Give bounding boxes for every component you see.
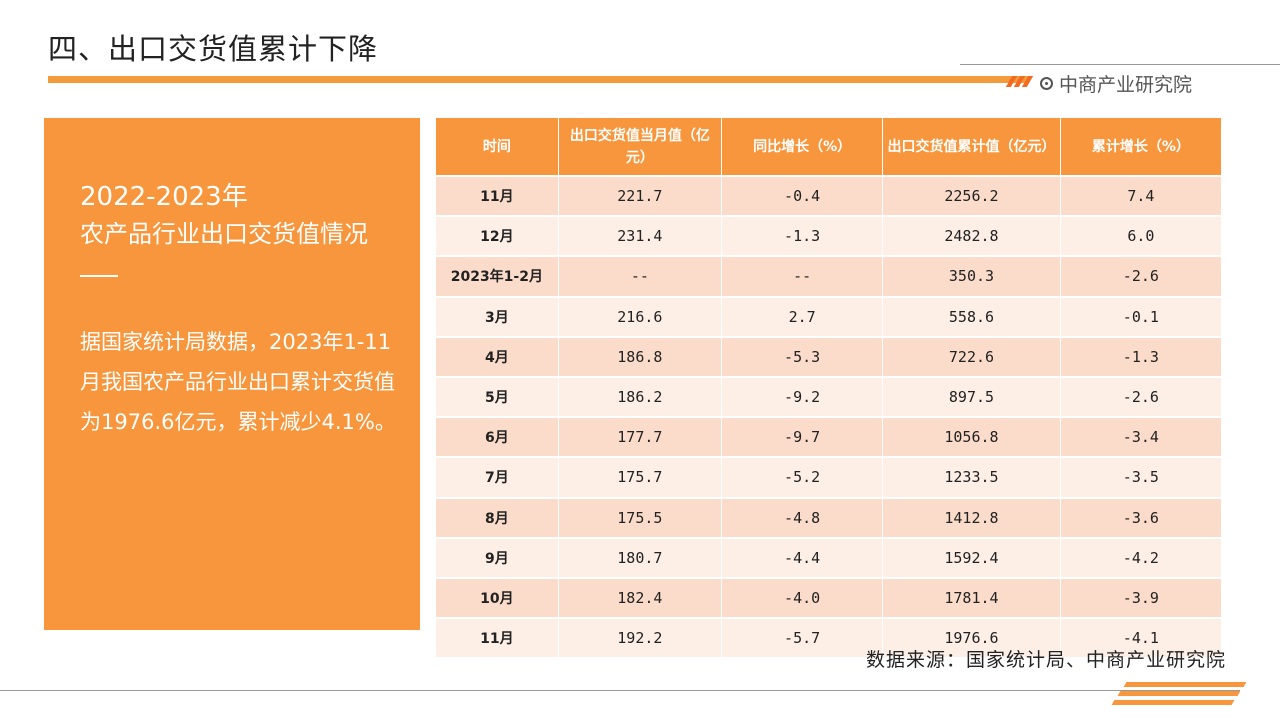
table-row: 10月 182.4 -4.0 1781.4 -3.9	[436, 576, 1221, 619]
cell-cumulative-growth: -3.4	[1060, 416, 1221, 458]
cell-time: 6月	[436, 416, 559, 458]
table-row: 5月 186.2 -9.2 897.5 -2.6	[436, 375, 1221, 418]
table-row: 12月 231.4 -1.3 2482.8 6.0	[436, 215, 1221, 257]
table-header-row: 时间 出口交货值当月值（亿元） 同比增长（%） 出口交货值累计值（亿元） 累计增…	[436, 118, 1221, 176]
cell-cumulative-value: 897.5	[882, 375, 1061, 418]
cell-time: 2023年1-2月	[436, 255, 559, 297]
cell-monthly-value: 231.4	[558, 215, 722, 257]
header-monthly-value: 出口交货值当月值（亿元）	[558, 118, 722, 176]
cell-cumulative-growth: 7.4	[1060, 174, 1221, 217]
footer-stripe-decoration	[1111, 678, 1247, 708]
table-row: 11月 221.7 -0.4 2256.2 7.4	[436, 174, 1221, 217]
cell-monthly-value: 175.5	[558, 496, 722, 538]
cell-cumulative-growth: -1.3	[1060, 335, 1221, 377]
cell-cumulative-value: 2482.8	[882, 215, 1061, 257]
cell-cumulative-value: 1781.4	[882, 576, 1061, 619]
cell-cumulative-value: 1412.8	[882, 496, 1061, 538]
cell-cumulative-value: 350.3	[882, 255, 1061, 297]
cell-cumulative-value: 722.6	[882, 335, 1061, 377]
cell-cumulative-value: 2256.2	[882, 174, 1061, 217]
cell-monthly-value: 175.7	[558, 456, 722, 498]
cell-cumulative-value: 1592.4	[882, 536, 1061, 578]
cell-cumulative-value: 1233.5	[882, 456, 1061, 498]
summary-text: 据国家统计局数据，2023年1-11月我国农产品行业出口累计交货值为1976.6…	[80, 330, 396, 434]
cell-cumulative-growth: -2.6	[1060, 375, 1221, 418]
cell-yoy-growth: -9.7	[721, 416, 884, 458]
table-body: 11月 221.7 -0.4 2256.2 7.4 12月 231.4 -1.3 2482.8 6…	[436, 174, 1221, 658]
table-row: 11月 192.2 -5.7 1976.6 -4.1	[436, 617, 1221, 658]
cell-time: 7月	[436, 456, 559, 498]
cell-monthly-value: 216.6	[558, 295, 722, 337]
cell-cumulative-growth: 6.0	[1060, 215, 1221, 257]
stripe-decoration	[1005, 76, 1035, 88]
cell-yoy-growth: -1.3	[721, 215, 884, 257]
brand-circle-icon	[1040, 76, 1053, 90]
cell-cumulative-growth: -3.5	[1060, 456, 1221, 498]
cell-time: 12月	[436, 215, 559, 257]
data-source: 数据来源：国家统计局、中商产业研究院	[865, 649, 1226, 671]
cell-cumulative-value: 558.6	[882, 295, 1061, 337]
cell-monthly-value: 177.7	[558, 416, 722, 458]
cell-yoy-growth: -4.8	[721, 496, 884, 538]
summary-divider	[80, 275, 118, 277]
cell-cumulative-value: 1056.8	[882, 416, 1061, 458]
cell-time: 8月	[436, 496, 559, 538]
cell-monthly-value: 221.7	[558, 174, 722, 217]
summary-year: 2022-2023年	[80, 182, 248, 212]
cell-yoy-growth: -9.2	[721, 375, 884, 418]
cell-time: 11月	[436, 617, 559, 658]
cell-monthly-value: 182.4	[558, 576, 722, 619]
cell-cumulative-growth: -2.6	[1060, 255, 1221, 297]
header-cumulative-growth: 累计增长（%）	[1060, 118, 1221, 176]
cell-time: 9月	[436, 536, 559, 578]
cell-cumulative-growth: -0.1	[1060, 295, 1221, 337]
summary-subtitle: 农产品行业出口交货值情况	[80, 220, 368, 248]
table-row: 3月 216.6 2.7 558.6 -0.1	[436, 295, 1221, 337]
cell-cumulative-growth: -3.9	[1060, 576, 1221, 619]
title-underline	[48, 76, 1028, 83]
cell-time: 10月	[436, 576, 559, 619]
cell-monthly-value: 186.2	[558, 375, 722, 418]
export-data-table: 时间 出口交货值当月值（亿元） 同比增长（%） 出口交货值累计值（亿元） 累计增…	[436, 118, 1221, 658]
cell-time: 4月	[436, 335, 559, 377]
table-row: 2023年1-2月 -- -- 350.3 -2.6	[436, 255, 1221, 297]
cell-monthly-value: --	[558, 255, 722, 297]
table-row: 6月 177.7 -9.7 1056.8 -3.4	[436, 416, 1221, 458]
cell-time: 5月	[436, 375, 559, 418]
table-row: 4月 186.8 -5.3 722.6 -1.3	[436, 335, 1221, 377]
cell-yoy-growth: -5.2	[721, 456, 884, 498]
cell-yoy-growth: -5.3	[721, 335, 884, 377]
header-time: 时间	[436, 118, 559, 176]
cell-cumulative-growth: -4.2	[1060, 536, 1221, 578]
cell-cumulative-growth: -3.6	[1060, 496, 1221, 538]
table-row: 7月 175.7 -5.2 1233.5 -3.5	[436, 456, 1221, 498]
cell-monthly-value: 192.2	[558, 617, 722, 658]
cell-yoy-growth: 2.7	[721, 295, 884, 337]
footer-divider	[0, 690, 1240, 691]
cell-yoy-growth: -4.0	[721, 576, 884, 619]
cell-monthly-value: 180.7	[558, 536, 722, 578]
cell-yoy-growth: -4.4	[721, 536, 884, 578]
cell-cumulative-growth: -4.1	[1060, 617, 1221, 658]
page-title: 四、出口交货值累计下降	[48, 32, 379, 66]
cell-time: 11月	[436, 174, 559, 217]
cell-yoy-growth: -5.7	[721, 617, 884, 658]
cell-time: 3月	[436, 295, 559, 337]
brand-logo: 中商产业研究院	[1040, 70, 1192, 96]
cell-monthly-value: 186.8	[558, 335, 722, 377]
cell-cumulative-value: 1976.6	[882, 617, 1061, 658]
table-row: 9月 180.7 -4.4 1592.4 -4.2	[436, 536, 1221, 578]
table-row: 8月 175.5 -4.8 1412.8 -3.6	[436, 496, 1221, 538]
brand-name: 中商产业研究院	[1059, 73, 1193, 96]
header-divider	[960, 64, 1280, 65]
cell-yoy-growth: -0.4	[721, 174, 884, 217]
header-yoy-growth: 同比增长（%）	[721, 118, 884, 176]
header-cumulative-value: 出口交货值累计值（亿元）	[882, 118, 1061, 176]
summary-panel: 2022-2023年 农产品行业出口交货值情况 据国家统计局数据，2023年1-…	[44, 118, 420, 630]
cell-yoy-growth: --	[721, 255, 884, 297]
